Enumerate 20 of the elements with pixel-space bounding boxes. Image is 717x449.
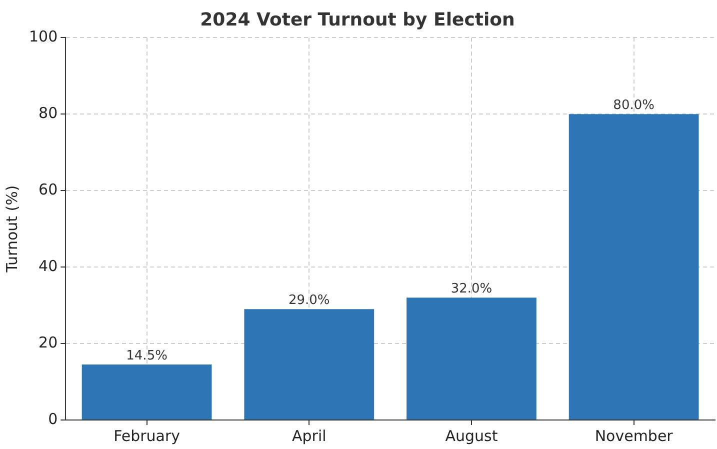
data-label: 14.5%	[126, 348, 168, 364]
y-tick-label: 60	[38, 180, 58, 198]
bar	[244, 309, 374, 420]
x-tick-label: April	[292, 426, 326, 445]
y-tick-label: 0	[48, 410, 58, 428]
data-label: 29.0%	[288, 292, 330, 308]
x-tick-label: February	[114, 426, 180, 445]
y-tick-label: 80	[38, 104, 58, 122]
bar	[568, 114, 699, 420]
y-axis-title: Turnout (%)	[2, 185, 21, 274]
x-tick-label: November	[594, 426, 674, 445]
x-tick-label: August	[445, 426, 498, 445]
bar	[82, 364, 212, 420]
chart-title: 2024 Voter Turnout by Election	[200, 9, 515, 30]
data-label: 80.0%	[613, 98, 654, 113]
y-tick-label: 40	[38, 256, 58, 275]
y-tick-label: 20	[38, 333, 58, 352]
y-tick-label: 100	[28, 27, 58, 46]
data-label: 32.0%	[450, 282, 492, 297]
bar	[406, 298, 536, 420]
